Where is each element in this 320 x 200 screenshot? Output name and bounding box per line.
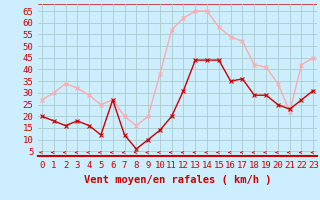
X-axis label: Vent moyen/en rafales ( km/h ): Vent moyen/en rafales ( km/h ) (84, 175, 271, 185)
